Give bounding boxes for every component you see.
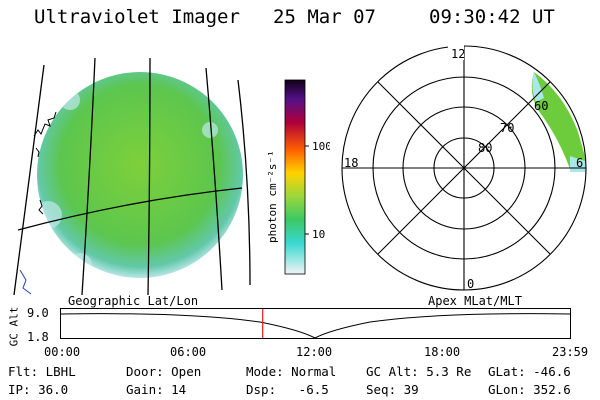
seq-info: Seq: 39 [366,382,419,397]
door-info: Door: Open [126,364,202,379]
x-tick-2359: 23:59 [552,345,589,359]
mlt-label-0: 0 [467,277,474,291]
date-label: 25 Mar 07 [273,6,376,28]
colorbar-unit-label: photon cm⁻²s⁻¹ [266,150,279,243]
gain-info: Gain: 14 [126,382,187,397]
glat-info: GLat: -46.6 [488,364,571,379]
colorbar: 100 10 photon cm⁻²s⁻¹ [266,79,330,275]
y-tick-9: 9.0 [27,306,49,320]
polar-plot: 12 18 6 0 80 70 60 [341,44,587,291]
x-tick-18: 18:00 [424,345,461,359]
mlat-label-70: 70 [500,121,514,135]
geographic-image [13,57,251,295]
ip-info: IP: 36.0 [8,382,69,397]
x-tick-06: 06:00 [170,345,207,359]
geographic-title: Geographic Lat/Lon [68,294,199,308]
altitude-timeline [60,308,571,339]
glon-info: GLon: 352.6 [488,382,571,397]
colorbar-tick-10: 10 [312,228,325,241]
mlt-label-18: 18 [344,156,358,170]
altitude-curve [60,313,571,339]
y-tick-1-8: 1.8 [27,330,49,344]
mlt-label-6: 6 [576,156,583,170]
mlat-label-80: 80 [478,141,492,155]
mlt-label-12: 12 [451,47,465,61]
auroral-oval [531,72,586,169]
colorbar-tick-100: 100 [312,140,330,153]
gc-alt-info: GC Alt: 5.3 Re [366,364,472,379]
coastline [33,111,57,215]
filter-info: Flt: LBHL [8,364,76,379]
time-label: 09:30:42 UT [429,6,555,28]
instrument-title: Ultraviolet Imager [34,6,240,28]
earth-disk [37,72,243,278]
graticule [13,57,251,295]
apex-title: Apex MLat/MLT [428,294,522,308]
dsp-info: Dsp: -6.5 [246,382,329,397]
polar-grid [341,45,587,291]
mlat-label-60: 60 [534,99,548,113]
auroral-oval-edge [532,72,586,172]
x-tick-12: 12:00 [296,345,333,359]
coastline-south [19,269,32,295]
x-tick-00: 00:00 [44,345,81,359]
mode-info: Mode: Normal [246,364,337,379]
gc-alt-axis-label: GC Alt [7,306,21,347]
